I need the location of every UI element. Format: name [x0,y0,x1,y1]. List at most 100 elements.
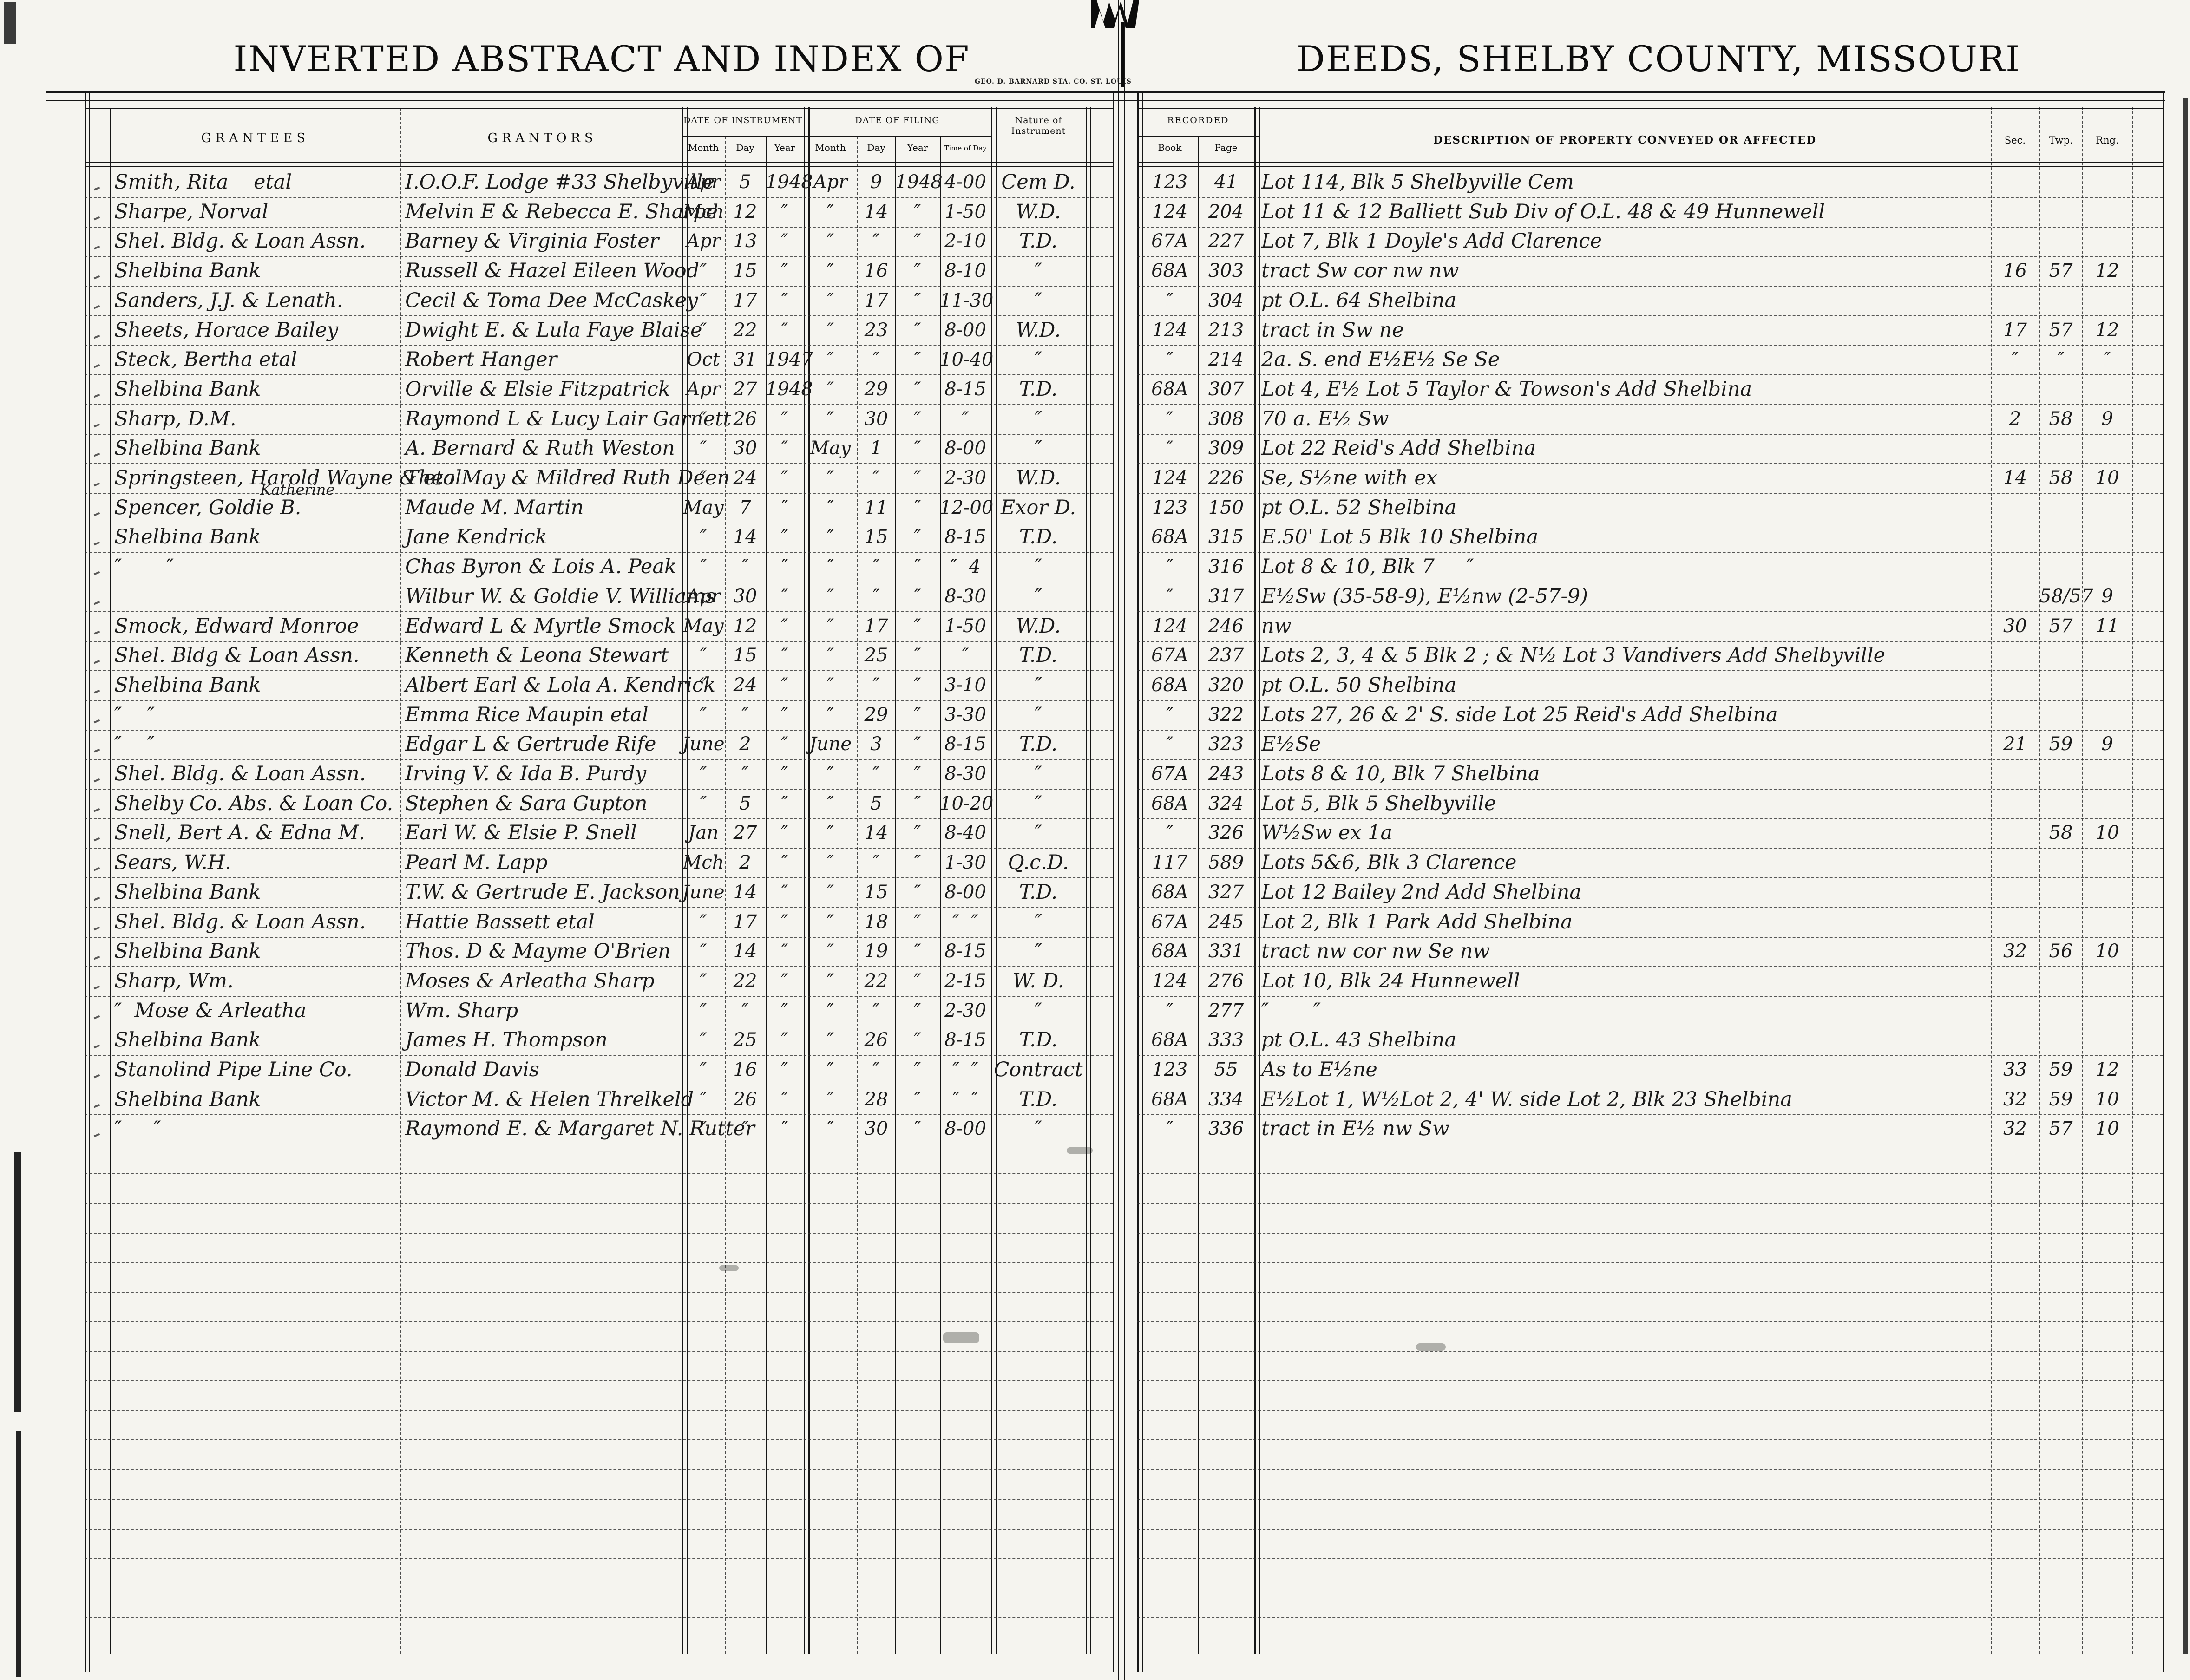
instrument-year-cell: ″ [781,1029,788,1051]
grantee-cell: Shel. Bldg & Loan Assn. [114,644,360,667]
filing-month-cell: ″ [827,1118,834,1140]
rule-horizontal [682,136,991,137]
instrument-year-cell: ″ [781,970,788,992]
filing-time-cell: 2-30 [944,1000,986,1021]
sec-header: Sec. [2004,135,2026,146]
filing-year-cell: ″ [914,763,921,784]
margin-tick [93,216,100,220]
row-rule-left [85,1321,1113,1322]
nature-cell: T.D. [1019,644,1058,667]
nature-cell: W.D. [1016,614,1061,638]
margin-tick [93,660,100,664]
instr-month-header: Month [688,142,719,153]
rule-vertical [110,108,111,1654]
description-cell: ″ ″ [1261,999,1321,1022]
row-rule-right [1137,1114,2163,1115]
filing-year-cell: ″ [914,1059,921,1080]
scan-edge-right [2183,98,2188,1654]
filing-year-cell: ″ [914,911,921,933]
filing-year-cell: ″ [914,1118,921,1140]
description-cell: Lots 5&6, Blk 3 Clarence [1261,851,1517,875]
instrument-day-cell: ″ [741,704,749,726]
scan-edge-left-top [4,2,16,44]
instrument-month-cell: ″ [700,438,707,459]
page-cell: 326 [1208,822,1244,844]
row-rule-left [85,463,1113,464]
row-rule-left [85,1528,1113,1530]
book-cell: 124 [1152,201,1188,222]
book-cell: ″ [1166,585,1174,607]
row-rule-right [1137,936,2163,938]
filing-day-cell: 5 [870,792,882,814]
rule-horizontal [1137,136,1259,137]
instrument-day-cell: 2 [739,733,751,755]
row-rule-left [85,1262,1113,1263]
grantee-cell: Steck, Bertha etal [114,348,297,372]
margin-tick [93,1133,100,1137]
twp-cell: 57 [2049,615,2073,637]
description-cell: pt O.L. 50 Shelbina [1261,673,1457,697]
filing-day-cell: 14 [864,201,888,222]
filing-time-cell: 8-00 [944,319,986,341]
instrument-month-cell: ″ [700,792,707,814]
rule-vertical [766,137,767,1654]
margin-tick [93,1074,100,1079]
filing-month-cell: ″ [827,260,834,282]
margin-tick [93,808,100,812]
nature-cell: ″ [1034,1117,1043,1141]
row-rule-left [85,1410,1113,1411]
instrument-month-cell: ″ [700,763,707,784]
grantor-cell: Orville & Elsie Fitzpatrick [405,377,670,401]
row-rule-left [85,759,1113,760]
nature-cell: ″ [1034,673,1043,697]
row-rule-left [85,729,1113,731]
row-rule-left [85,848,1113,849]
grantee-cell: Shelbina Bank [114,1087,261,1111]
rule-vertical [1086,107,1087,1654]
book-cell: 67A [1151,763,1188,784]
filing-time-cell: 2-15 [944,970,986,992]
filing-day-cell: 28 [864,1088,888,1110]
filing-time-cell: ″ ″ [952,1059,978,1080]
filing-year-cell: ″ [914,1088,921,1110]
book-cell: ″ [1166,556,1174,578]
filing-time-cell: 8-10 [944,260,986,282]
filing-day-cell: ″ [872,556,880,578]
book-cell: 117 [1152,852,1188,874]
instrument-day-cell: 16 [733,1059,757,1080]
twp-cell: 59 [2049,733,2073,755]
grantees-header: GRANTEES [201,131,309,145]
instrument-year-cell: ″ [781,852,788,874]
scan-edge-left-a [14,1152,21,1412]
rule-horizontal [46,91,2165,93]
page-cell: 237 [1208,645,1244,667]
row-rule-right [1137,641,2163,642]
grantee-cell: Sheets, Horace Bailey [114,318,338,342]
sec-cell: 32 [2003,1088,2027,1110]
filing-month-cell: ″ [827,526,834,548]
grantor-cell: I.O.O.F. Lodge #33 Shelbyville [405,170,715,194]
book-cell: 68A [1151,674,1188,696]
grantee-cell: Smock, Edward Monroe [114,614,359,638]
row-rule-right [1137,226,2163,228]
instrument-month-cell: ″ [700,260,707,282]
instrument-year-cell: 1948 [766,171,813,193]
description-cell: Lots 2, 3, 4 & 5 Blk 2 ; & N½ Lot 3 Vand… [1261,644,1886,667]
date-of-instrument-header: DATE OF INSTRUMENT [683,115,803,125]
page-cell: 245 [1208,911,1244,933]
margin-tick [93,837,100,842]
nature-cell: T.D. [1019,1028,1058,1052]
sec-cell: 33 [2003,1059,2027,1080]
description-cell: Lot 114, Blk 5 Shelbyville Cem [1261,170,1574,194]
filing-month-cell: ″ [827,467,834,489]
filing-month-cell: ″ [827,881,834,903]
rule-horizontal [46,100,2165,101]
row-rule-left [85,1498,1113,1500]
rng-cell: 9 [2101,733,2113,755]
book-cell: ″ [1166,733,1174,755]
instrument-year-cell: 1947 [766,349,813,371]
grantor-cell: Moses & Arleatha Sharp [405,969,655,993]
rng-cell: ″ [2104,349,2111,371]
instrument-day-cell: 30 [733,438,757,459]
description-cell: E½Sw (35-58-9), E½nw (2-57-9) [1261,584,1588,608]
